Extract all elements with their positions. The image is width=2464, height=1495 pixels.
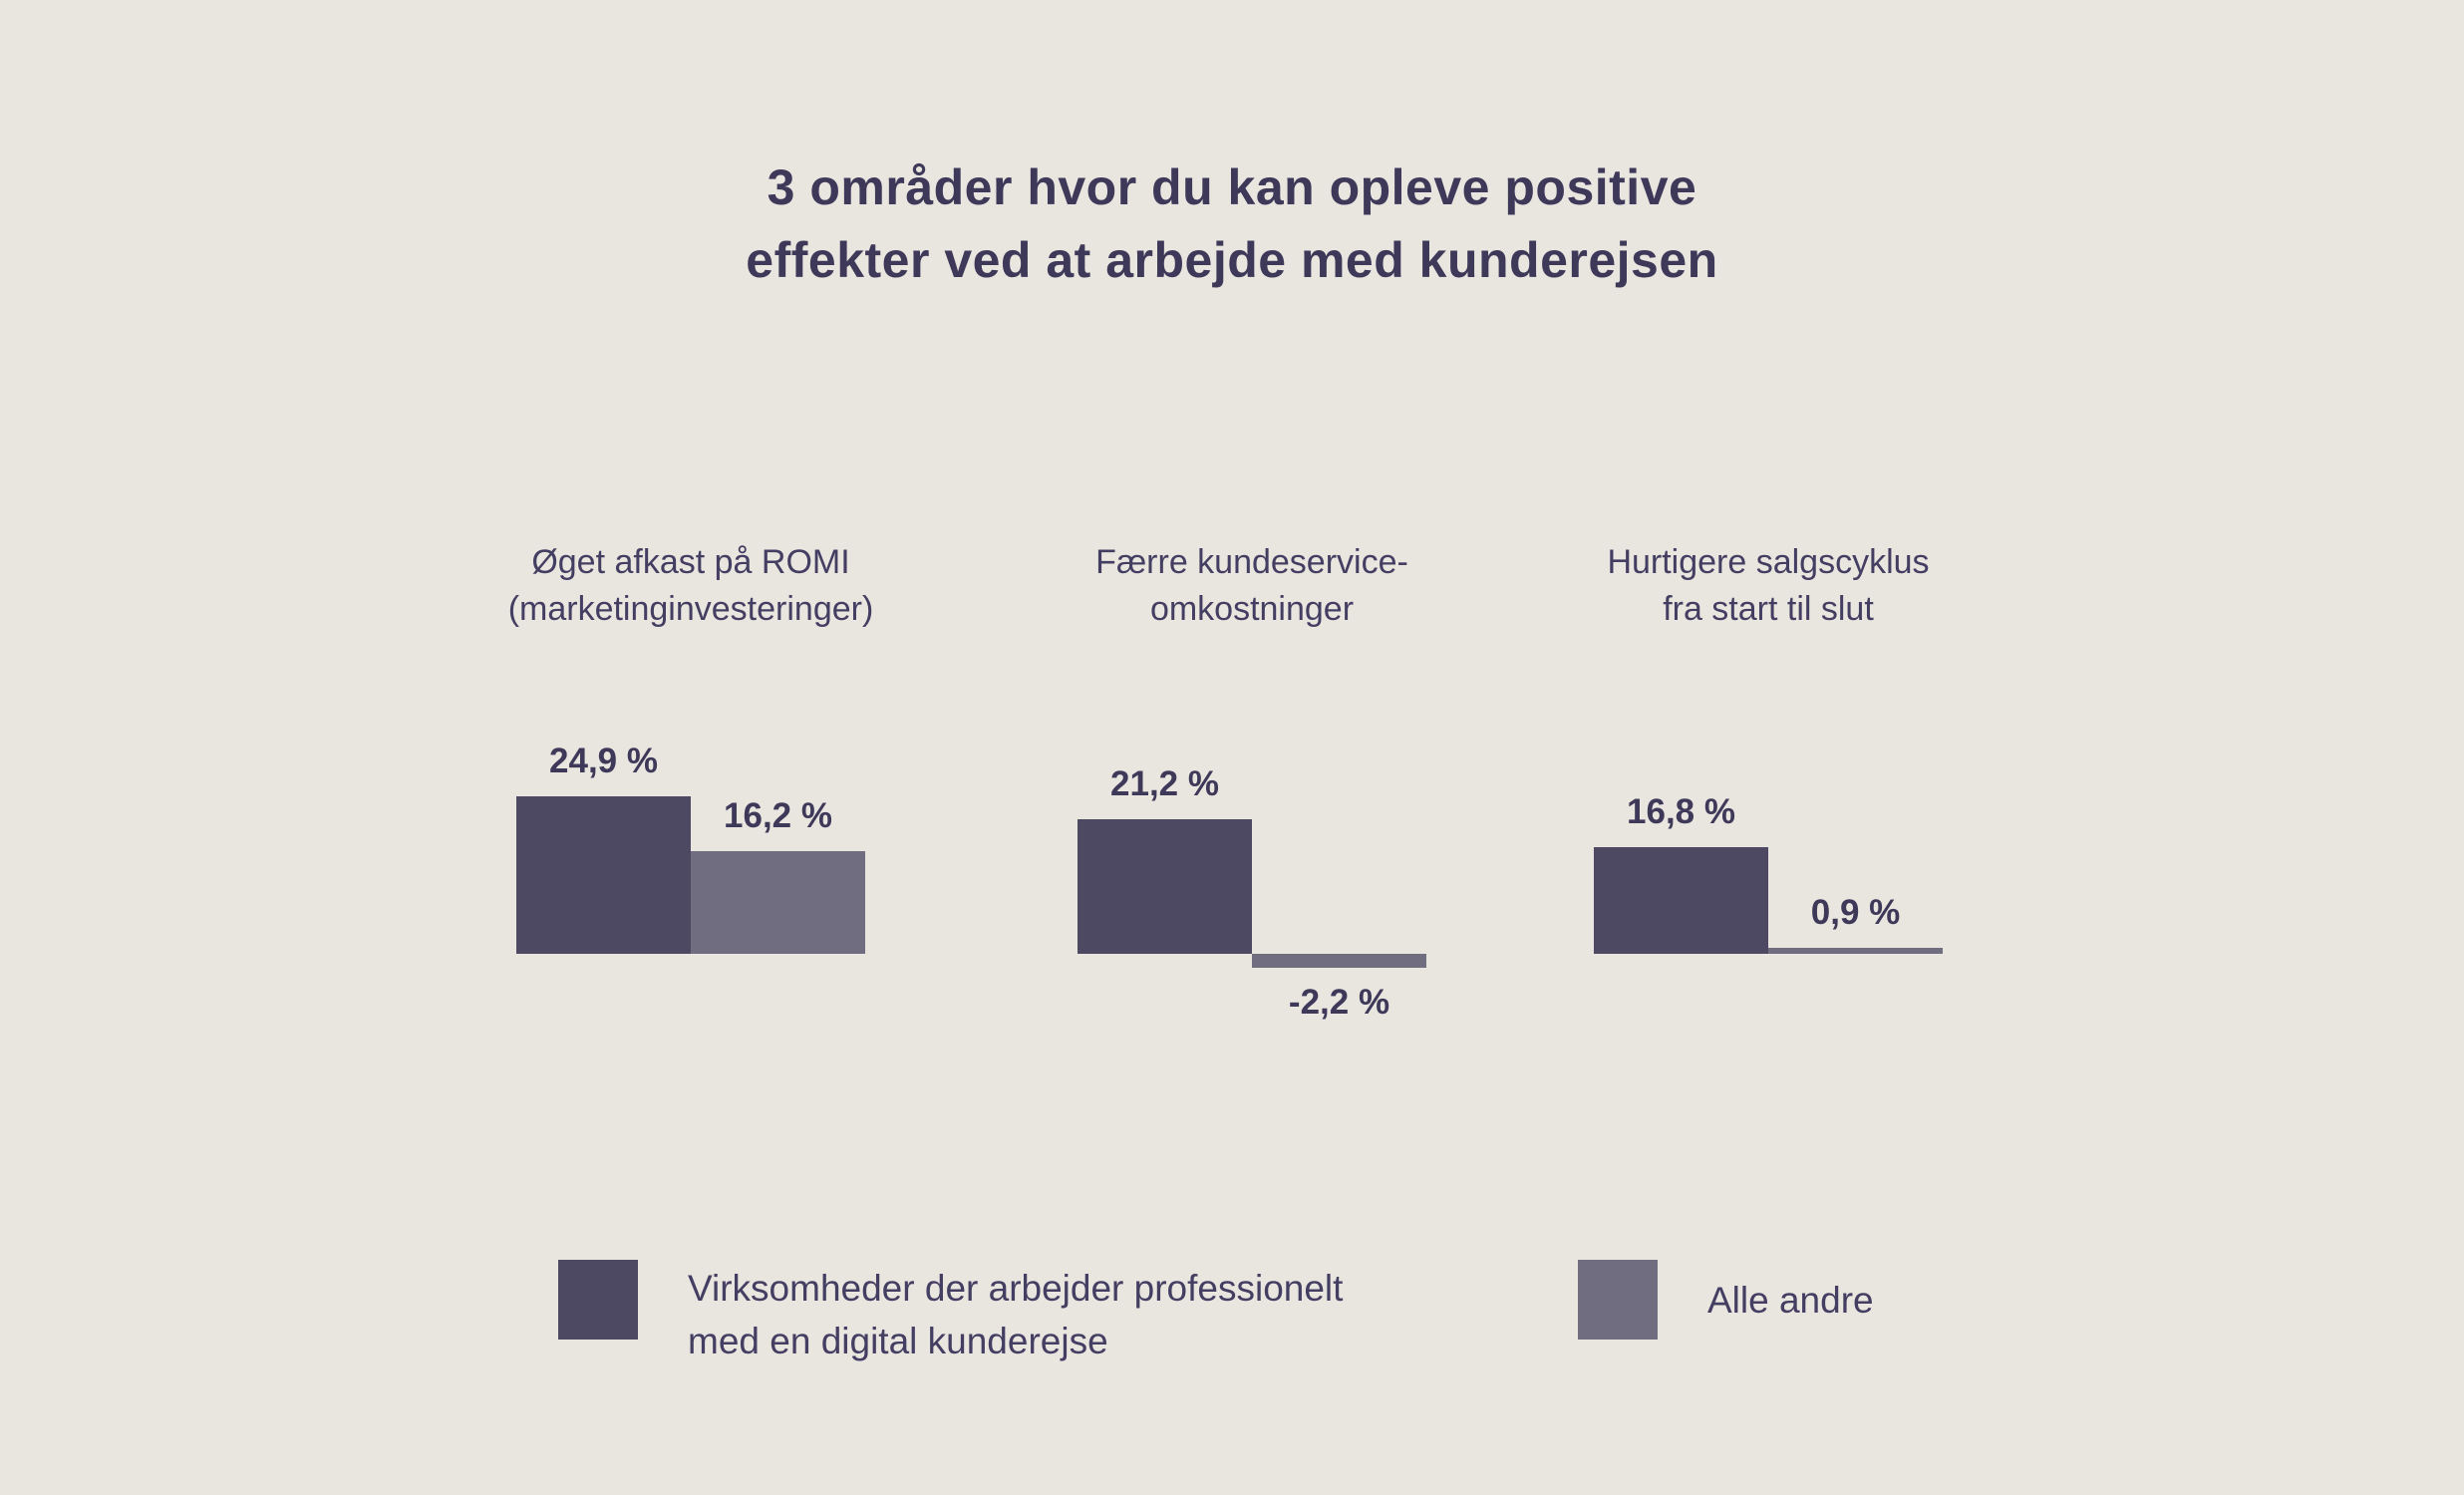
chart-title-line2: effekter ved at arbejde med kunderejsen xyxy=(746,232,1718,288)
category-label-line2: fra start til slut xyxy=(1663,590,1874,628)
value-label-others-romi: 16,2 % xyxy=(724,796,832,836)
bar-others-romi xyxy=(691,851,865,954)
bar-professionals-kundeservice xyxy=(1078,819,1252,954)
category-label-line1: Hurtigere salgscyklus xyxy=(1607,543,1930,581)
category-label-salgscyklus: Hurtigere salgscyklus fra start til slut xyxy=(1559,539,1978,633)
legend-label-line2: med en digital kunderejse xyxy=(688,1321,1108,1361)
category-label-line2: omkostninger xyxy=(1149,590,1355,628)
bar-others-salgscyklus xyxy=(1768,948,1943,954)
chart-group-kundeservice: Færre kundeservice- omkostninger 21,2 % … xyxy=(1078,0,1426,1495)
legend-label-line1: Virksomheder der arbejder professionelt xyxy=(688,1268,1344,1309)
value-label-professionals-romi: 24,9 % xyxy=(549,741,658,780)
legend-label-others: Alle andre xyxy=(1707,1260,1874,1340)
category-label-kundeservice: Færre kundeservice- omkostninger xyxy=(1043,539,1461,633)
bar-others-kundeservice xyxy=(1252,954,1426,968)
category-label-line2: (marketinginvesteringer) xyxy=(507,590,874,628)
chart-group-salgscyklus: Hurtigere salgscyklus fra start til slut… xyxy=(1594,0,1943,1495)
legend-swatch-dark-icon xyxy=(558,1260,638,1340)
chart-group-romi: Øget afkast på ROMI (marketinginvesterin… xyxy=(508,0,873,1495)
bar-professionals-romi xyxy=(516,795,691,954)
category-label-line1: Øget afkast på ROMI xyxy=(531,543,850,581)
chart-title: 3 områder hvor du kan opleve positive ef… xyxy=(0,151,2464,297)
value-label-others-kundeservice: -2,2 % xyxy=(1288,982,1390,1022)
category-label-line1: Færre kundeservice- xyxy=(1095,543,1408,581)
chart-title-line1: 3 områder hvor du kan opleve positive xyxy=(767,159,1697,215)
value-label-others-salgscyklus: 0,9 % xyxy=(1810,893,1901,933)
legend-label-professionals: Virksomheder der arbejder professionelt … xyxy=(688,1262,1343,1367)
value-label-professionals-salgscyklus: 16,8 % xyxy=(1627,792,1735,832)
bar-professionals-salgscyklus xyxy=(1594,847,1768,954)
legend-swatch-light-icon xyxy=(1578,1260,1658,1340)
value-label-professionals-kundeservice: 21,2 % xyxy=(1110,764,1219,804)
category-label-romi: Øget afkast på ROMI (marketinginvesterin… xyxy=(481,539,900,633)
legend-label-line1: Alle andre xyxy=(1707,1279,1874,1321)
